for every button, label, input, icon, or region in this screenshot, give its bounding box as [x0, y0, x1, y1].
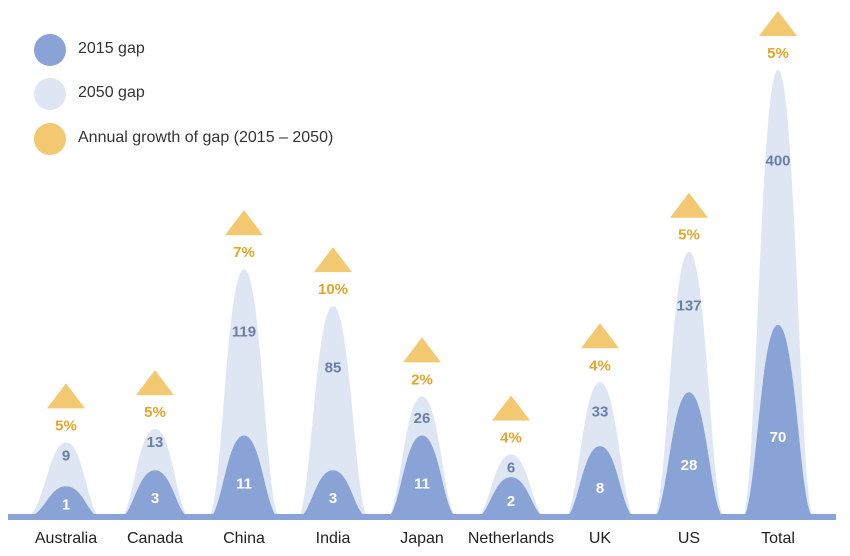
growth-label: 2% — [411, 371, 433, 388]
growth-label: 10% — [318, 281, 348, 298]
category-label: US — [678, 530, 700, 547]
legend-label-growth: Annual growth of gap (2015 – 2050) — [78, 129, 334, 146]
category-label: China — [223, 530, 265, 547]
growth-triangle-icon — [759, 11, 797, 36]
value-label-2015: 1 — [62, 497, 70, 514]
value-label-2015: 2 — [507, 493, 515, 510]
growth-triangle-icon — [581, 323, 619, 349]
growth-triangle-icon — [314, 247, 352, 273]
area-2015-gap — [8, 324, 836, 520]
growth-label: 4% — [589, 357, 611, 374]
legend-item-growth: Annual growth of gap (2015 – 2050) — [34, 123, 394, 155]
category-label: India — [316, 530, 351, 547]
legend-swatch-2050 — [34, 78, 66, 110]
growth-label: 5% — [144, 404, 166, 421]
category-label: Australia — [35, 530, 97, 547]
growth-triangle-icon — [403, 337, 441, 363]
legend-label-2015: 2015 gap — [78, 40, 145, 57]
category-label: Netherlands — [468, 530, 554, 547]
value-label-2015: 11 — [236, 475, 252, 492]
growth-label: 4% — [500, 429, 522, 446]
chart-areas — [8, 70, 836, 520]
growth-triangle-icon — [225, 210, 263, 236]
category-label: UK — [589, 530, 612, 547]
legend-item-2050: 2050 gap — [34, 78, 394, 110]
growth-label: 5% — [767, 45, 789, 62]
value-label-2015: 11 — [414, 475, 430, 492]
category-label: Japan — [400, 530, 444, 547]
value-label-2015: 70 — [770, 429, 787, 446]
growth-triangle-icon — [670, 192, 708, 218]
legend-swatch-2015 — [34, 34, 66, 66]
category-label: Total — [761, 530, 795, 547]
growth-triangle-icon — [492, 395, 530, 421]
category-label: Canada — [127, 530, 183, 547]
value-label-2015: 3 — [151, 490, 159, 507]
value-label-2050: 85 — [325, 360, 342, 377]
value-label-2015: 3 — [329, 490, 337, 507]
value-label-2050: 26 — [414, 410, 431, 427]
value-label-2050: 119 — [232, 323, 256, 340]
value-label-2050: 13 — [147, 434, 164, 451]
legend-item-2015: 2015 gap — [34, 34, 394, 66]
value-label-2050: 137 — [676, 298, 701, 315]
growth-triangle-icon — [136, 370, 174, 396]
value-label-2015: 28 — [681, 457, 698, 474]
legend-label-2050: 2050 gap — [78, 84, 145, 101]
growth-triangle-icon — [47, 383, 85, 409]
growth-label: 5% — [55, 417, 77, 434]
value-label-2015: 8 — [596, 480, 604, 497]
chart-marks: 9 1 5% Australia 13 3 5% Canada 119 11 7% China 85 3 1… — [35, 11, 797, 547]
baseline-band — [8, 514, 836, 520]
value-label-2050: 9 — [62, 447, 70, 464]
value-label-2050: 400 — [765, 153, 790, 170]
legend-swatch-growth — [34, 123, 66, 155]
value-label-2050: 33 — [592, 404, 609, 421]
growth-label: 7% — [233, 244, 255, 261]
value-label-2050: 6 — [507, 459, 515, 476]
growth-label: 5% — [678, 227, 700, 244]
